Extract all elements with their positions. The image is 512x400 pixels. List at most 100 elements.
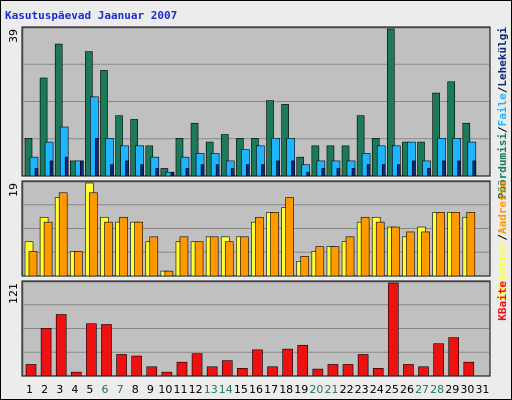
bar-pages [261,164,265,177]
x-tick-label: 12 [189,383,203,396]
bar-files [301,164,311,177]
bar-pages [351,168,356,177]
bar-sites [89,192,98,277]
bar-kbytes [448,337,460,377]
legend-sep1: / [496,126,509,133]
x-tick-label: 4 [71,383,78,396]
bar-sites [270,212,279,277]
chart-title: Kasutuspäevad Jaanuar 2007 [5,9,178,22]
bar-sites [436,212,445,277]
bar-pages [412,160,416,177]
bar-sites [43,221,53,277]
bar-files [286,138,295,177]
bar-hits [432,92,440,177]
bar-pages [291,160,295,177]
bar-sites [240,236,249,277]
x-tick-label: 7 [117,383,124,396]
bar-sites [194,241,204,277]
bar-kbytes [146,366,158,377]
legend-hits: Pöördumisi [496,133,509,200]
bar-sites [330,246,340,277]
bar-files [90,96,99,177]
bar-sites [28,251,38,277]
bar-kbytes [433,343,444,377]
bar-kbytes [388,282,399,377]
x-tick-label: 5 [86,383,93,396]
bar-pages [155,168,160,177]
bar-pages [79,160,84,177]
legend: KBaite [496,281,509,321]
bar-kbytes [206,366,218,377]
bar-pages [230,168,235,177]
bar-hits [54,43,63,177]
x-tick-label: 30 [460,383,474,396]
bar-hits [356,115,365,177]
bar-sites [406,231,415,277]
y-axis-max-label: 39 [7,29,20,43]
bar-pages [306,171,311,177]
bar-kbytes [252,349,263,377]
bar-kbytes [131,355,142,377]
bar-kbytes [70,371,82,377]
bar-hits [190,122,199,177]
bar-kbytes [25,364,37,377]
bar-kbytes [40,328,52,377]
x-tick-label: 13 [204,383,218,396]
bar-kbytes [282,348,293,377]
bar-pages [442,160,446,177]
legend-pages: Lehekülgi [496,27,509,87]
bar-files [467,141,477,177]
bar-sites [451,212,461,277]
bar-sites [360,216,370,277]
bar-pages [170,171,175,177]
bar-sites [255,216,264,277]
bar-kbytes [418,366,429,377]
legend-visits: Külastusi [496,240,509,300]
bar-files [256,145,265,177]
x-tick-label: 21 [324,383,338,396]
bar-pages [427,168,431,177]
bar-files [241,149,250,177]
bar-files [59,126,69,177]
bar-pages [246,164,250,177]
legend: Külastusi/Aadresse [496,181,509,301]
bar-kbytes [312,368,324,377]
x-tick-label: 14 [219,383,233,396]
bar-kbytes [403,364,414,377]
bar-sites [375,221,385,277]
bar-kbytes [327,364,339,377]
x-tick-label: 23 [355,383,369,396]
bar-kbytes [237,368,248,377]
bar-files [29,156,39,177]
x-tick-label: 15 [234,383,248,396]
x-tick-label: 20 [309,383,323,396]
bar-pages [64,156,69,177]
x-tick-label: 1 [26,383,33,396]
legend-sep2: / [496,86,509,93]
bar-hits [417,141,425,177]
bar-hits [447,81,456,177]
bar-sites [134,221,143,277]
bar-sites [209,236,219,277]
bar-pages [366,164,371,177]
bar-kbytes [297,344,309,377]
bar-hits [220,134,229,177]
bar-sites [164,270,174,277]
bar-kbytes [372,368,384,377]
bar-sites [149,236,159,277]
x-tick-label: 25 [385,383,399,396]
bar-files [392,145,401,177]
bar-hits [387,28,395,177]
bar-kbytes [221,360,233,377]
bar-pages [95,138,99,177]
x-tick-label: 9 [147,383,154,396]
bar-hits [100,70,108,177]
bar-pages [472,160,477,177]
bar-kbytes [55,314,67,377]
bar-files [135,145,144,177]
x-tick-label: 2 [41,383,48,396]
legend-sep3: / [496,234,509,241]
bar-files [150,156,160,177]
x-tick-label: 11 [174,383,188,396]
